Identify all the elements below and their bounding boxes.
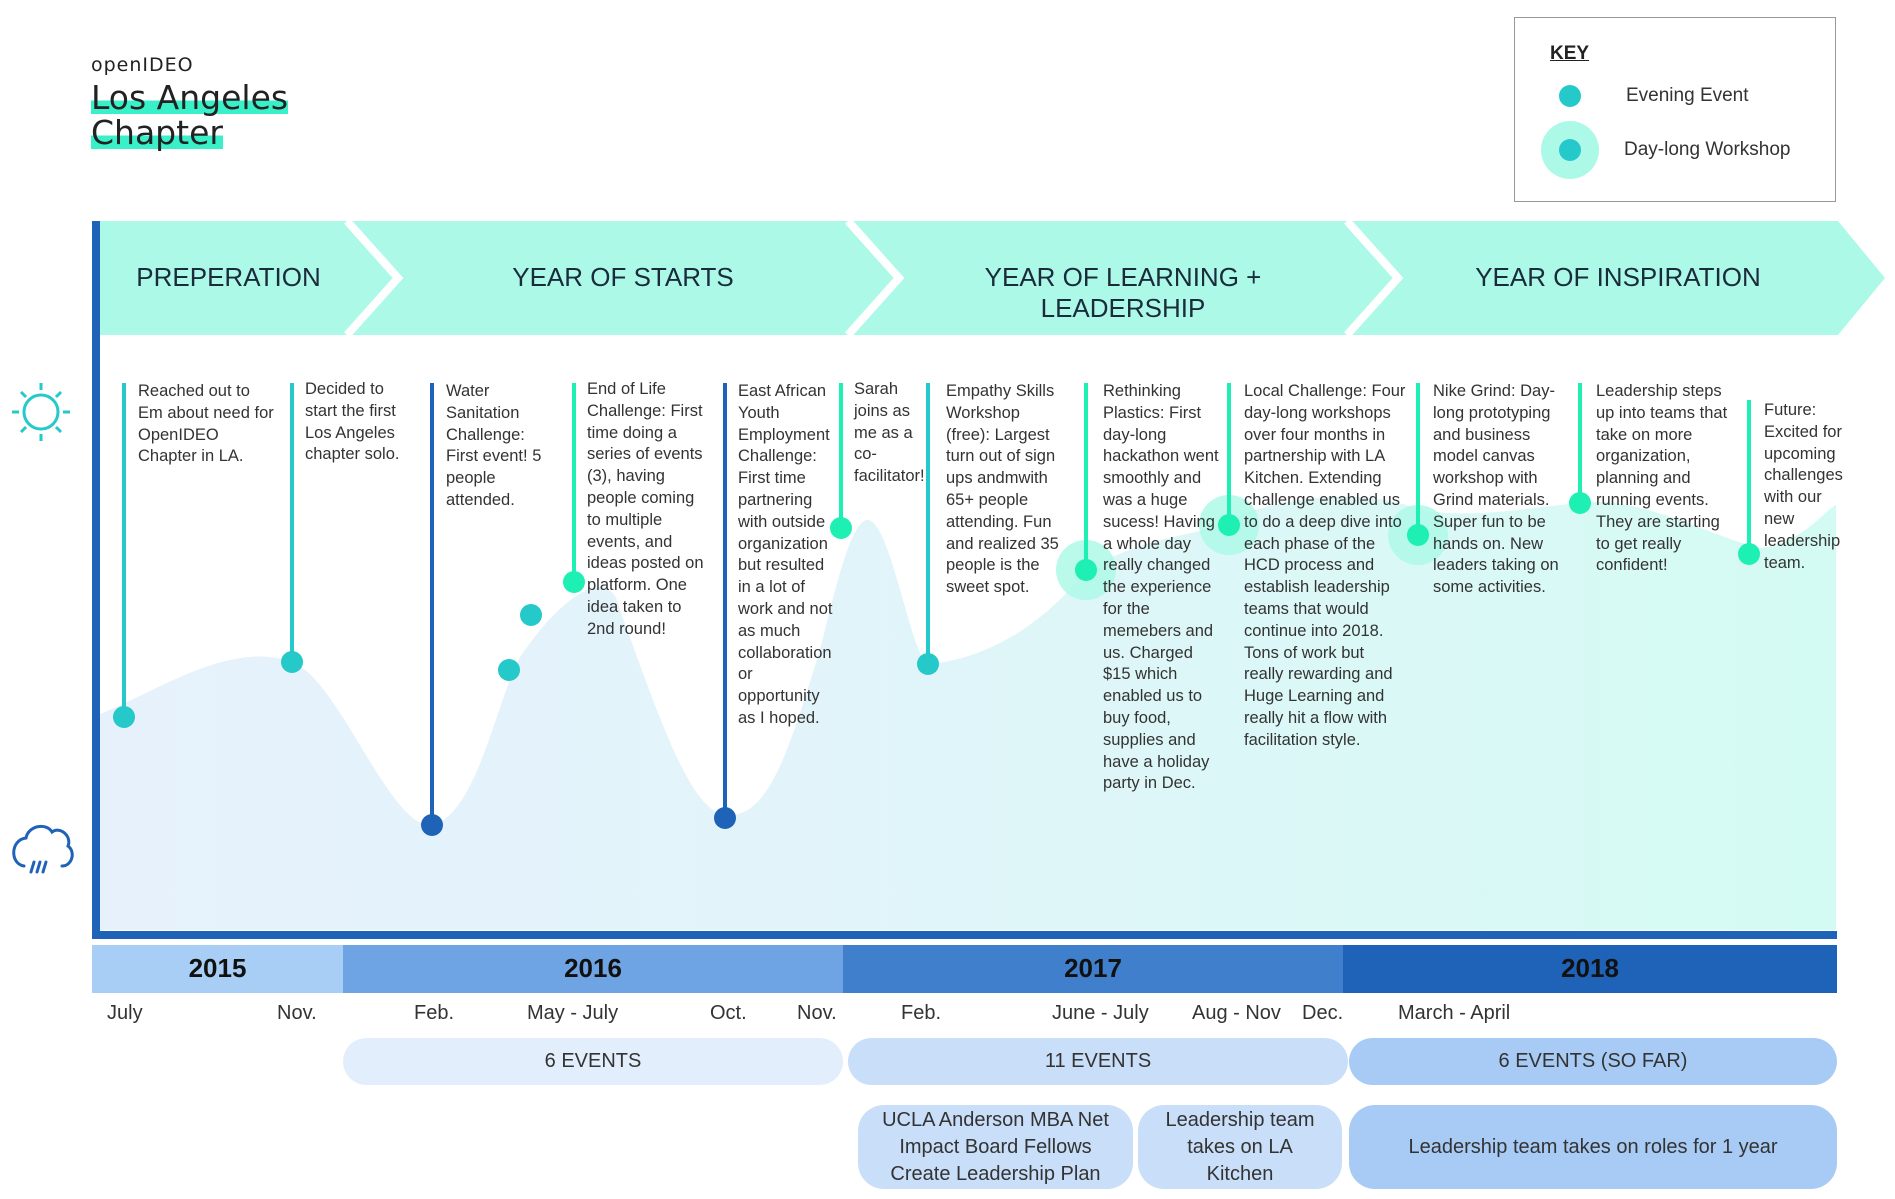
year-bar-2018 (1343, 945, 1837, 993)
month-label-june-july-2017: June - July (1052, 1002, 1149, 1024)
key-box (1514, 17, 1836, 202)
event-marker-4c (563, 571, 585, 593)
event-text-1: Reached out to Em about need for OpenIDE… (138, 382, 274, 466)
year-label-2015: 2015 (188, 953, 247, 983)
event-text-7: Empathy Skills Workshop (free): Largest … (946, 382, 1059, 597)
sun-icon (12, 383, 70, 441)
event-text-10: Nike Grind: Day-long prototyping and bus… (1433, 382, 1559, 597)
event-text-4: End of Life Challenge: First time doing … (587, 380, 704, 638)
event-text-5: East African Youth Employment Challenge:… (738, 382, 833, 727)
month-label-feb-2016: Feb. (414, 1002, 455, 1024)
key-markers (1541, 85, 1599, 179)
event-marker-8 (1075, 559, 1097, 581)
year-bar-2015 (92, 945, 343, 993)
event-marker-9 (1218, 514, 1240, 536)
rain-cloud-icon (12, 824, 74, 874)
event-marker-4a (498, 659, 520, 681)
milestone-ucla-plan: UCLA Anderson MBA Net Impact Board Fello… (858, 1105, 1133, 1189)
bottom-axis (92, 931, 1837, 939)
event-stems (122, 383, 1751, 825)
event-text-12: Future: Excited for upcoming challenges … (1764, 401, 1843, 572)
month-label-nov-2015: Nov. (277, 1002, 317, 1024)
phase-chevron-band (96, 221, 1885, 335)
event-text-9: Local Challenge: Four day-long workshops… (1244, 382, 1406, 749)
year-bar-2016 (343, 945, 843, 993)
year-label-2016: 2016 (564, 953, 622, 983)
chapter-title-line1: Los Angeles (91, 78, 289, 117)
key-day-label: Day-long Workshop (1624, 139, 1791, 160)
event-marker-10 (1407, 524, 1429, 546)
month-label-oct-2016: Oct. (710, 1002, 747, 1024)
phase-label-learning-leadership: YEAR OF LEARNING + LEADERSHIP (984, 262, 1262, 323)
event-count-2018: 6 EVENTS (SO FAR) (1349, 1038, 1837, 1085)
month-label-nov-2016: Nov. (797, 1002, 837, 1024)
month-label-may-july-2016: May - July (527, 1002, 619, 1024)
brand-logo: openIDEO (91, 54, 194, 76)
event-marker-4b (520, 604, 542, 626)
month-label-aug-nov-2017: Aug - Nov (1192, 1002, 1281, 1024)
key-evening-marker (1559, 85, 1581, 107)
event-marker-7 (917, 653, 939, 675)
month-label-july-2015: July (107, 1002, 143, 1024)
month-label-dec-2017: Dec. (1302, 1002, 1344, 1024)
year-label-2017: 2017 (1064, 953, 1122, 983)
event-markers (113, 492, 1760, 836)
year-label-2018: 2018 (1561, 953, 1619, 983)
left-axis (92, 221, 100, 939)
event-marker-6 (830, 517, 852, 539)
phase-dividers (344, 218, 1404, 338)
event-marker-2 (281, 651, 303, 673)
phase-label-year-of-starts: YEAR OF STARTS (512, 262, 734, 292)
event-text-11: Leadership steps up into teams that take… (1596, 382, 1728, 575)
event-marker-1 (113, 706, 135, 728)
event-marker-12 (1738, 543, 1760, 565)
event-count-2017: 11 EVENTS (848, 1038, 1348, 1085)
month-label-march-april-2018: March - April (1398, 1002, 1511, 1024)
milestone-la-kitchen: Leadership team takes on LA Kitchen (1138, 1105, 1342, 1189)
event-count-2016: 6 EVENTS (343, 1038, 843, 1085)
chapter-title-line2: Chapter (91, 113, 223, 152)
event-marker-3 (421, 814, 443, 836)
key-title: KEY (1550, 43, 1590, 64)
event-marker-11 (1569, 492, 1591, 514)
key-day-marker (1559, 139, 1581, 161)
phase-label-preperation: PREPERATION (136, 262, 321, 292)
event-text-3: Water Sanitation Challenge: First event!… (446, 382, 542, 509)
milestone-roles-1-year: Leadership team takes on roles for 1 yea… (1349, 1105, 1837, 1189)
year-bar-2017 (843, 945, 1343, 993)
key-evening-label: Evening Event (1626, 85, 1749, 106)
event-text-6: Sarah joins as me as a co-facilitator! (854, 380, 925, 486)
event-marker-5 (714, 807, 736, 829)
mood-area (98, 496, 1836, 930)
phase-label-inspiration: YEAR OF INSPIRATION (1475, 262, 1761, 292)
event-text-2: Decided to start the first Los Angeles c… (305, 380, 400, 464)
event-text-8: Rethinking Plastics: First day-long hack… (1103, 382, 1219, 793)
month-label-feb-2017: Feb. (901, 1002, 942, 1024)
